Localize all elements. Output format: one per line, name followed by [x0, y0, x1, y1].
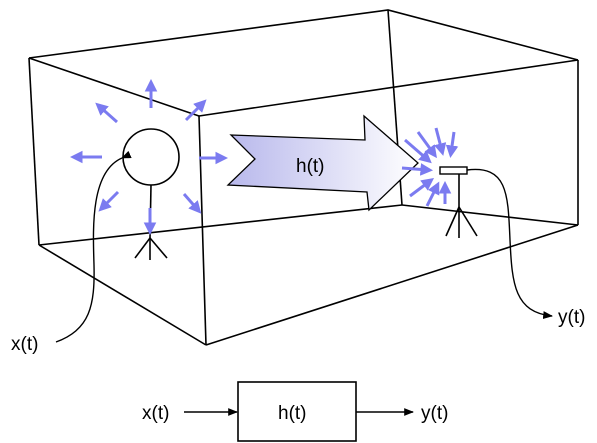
source-emission-rays [69, 78, 229, 236]
source-head [122, 128, 180, 186]
system-block [237, 381, 357, 442]
microphone-leg-right [458, 206, 478, 237]
room-front-bottom-right-edge [205, 224, 579, 346]
receiver-signal-label: y(t) [558, 307, 585, 328]
ray-up-left [95, 102, 118, 124]
source-leg-left [134, 237, 151, 259]
room-front-top-edge [28, 57, 200, 117]
inray-7 [425, 181, 440, 207]
room-front-vertical-edge [198, 115, 207, 346]
room-transfer-label: h(t) [296, 156, 325, 177]
input-signal-wire [55, 150, 132, 343]
room-front-bottom-left-edge [38, 244, 207, 346]
block-input-label: x(t) [142, 403, 169, 424]
room-back-left-edge [28, 57, 40, 246]
ray-down-left [98, 190, 120, 212]
block-diagram: x(t) h(t) y(t) [142, 381, 448, 442]
system-block-label: h(t) [278, 403, 307, 424]
inray-5 [401, 163, 434, 176]
receiver-incoming-rays [401, 127, 459, 207]
room-front-top-right-edge [198, 59, 579, 117]
source-figure [122, 128, 180, 260]
room-back-bottom-edge [38, 204, 403, 246]
inray-2 [416, 131, 437, 159]
inray-6 [409, 177, 435, 198]
source-signal-label: x(t) [11, 334, 38, 355]
transfer-arrow-shape [226, 114, 419, 212]
ray-down-right [182, 193, 202, 214]
ray-up-right [184, 99, 207, 122]
inray-3 [433, 127, 447, 156]
microphone-leg-left [445, 206, 460, 237]
source-leg-right [149, 237, 168, 259]
room-box [28, 9, 579, 346]
microphone-body [439, 166, 468, 175]
room-back-top-edge [28, 9, 579, 61]
inray-4 [445, 131, 459, 158]
inray-1 [404, 138, 432, 164]
room-back-floor-right-edge [401, 204, 579, 226]
transfer-arrow: h(t) [226, 114, 419, 212]
receiver-microphone [439, 166, 478, 238]
output-signal-wire [466, 168, 553, 319]
block-output-label: y(t) [421, 403, 448, 424]
